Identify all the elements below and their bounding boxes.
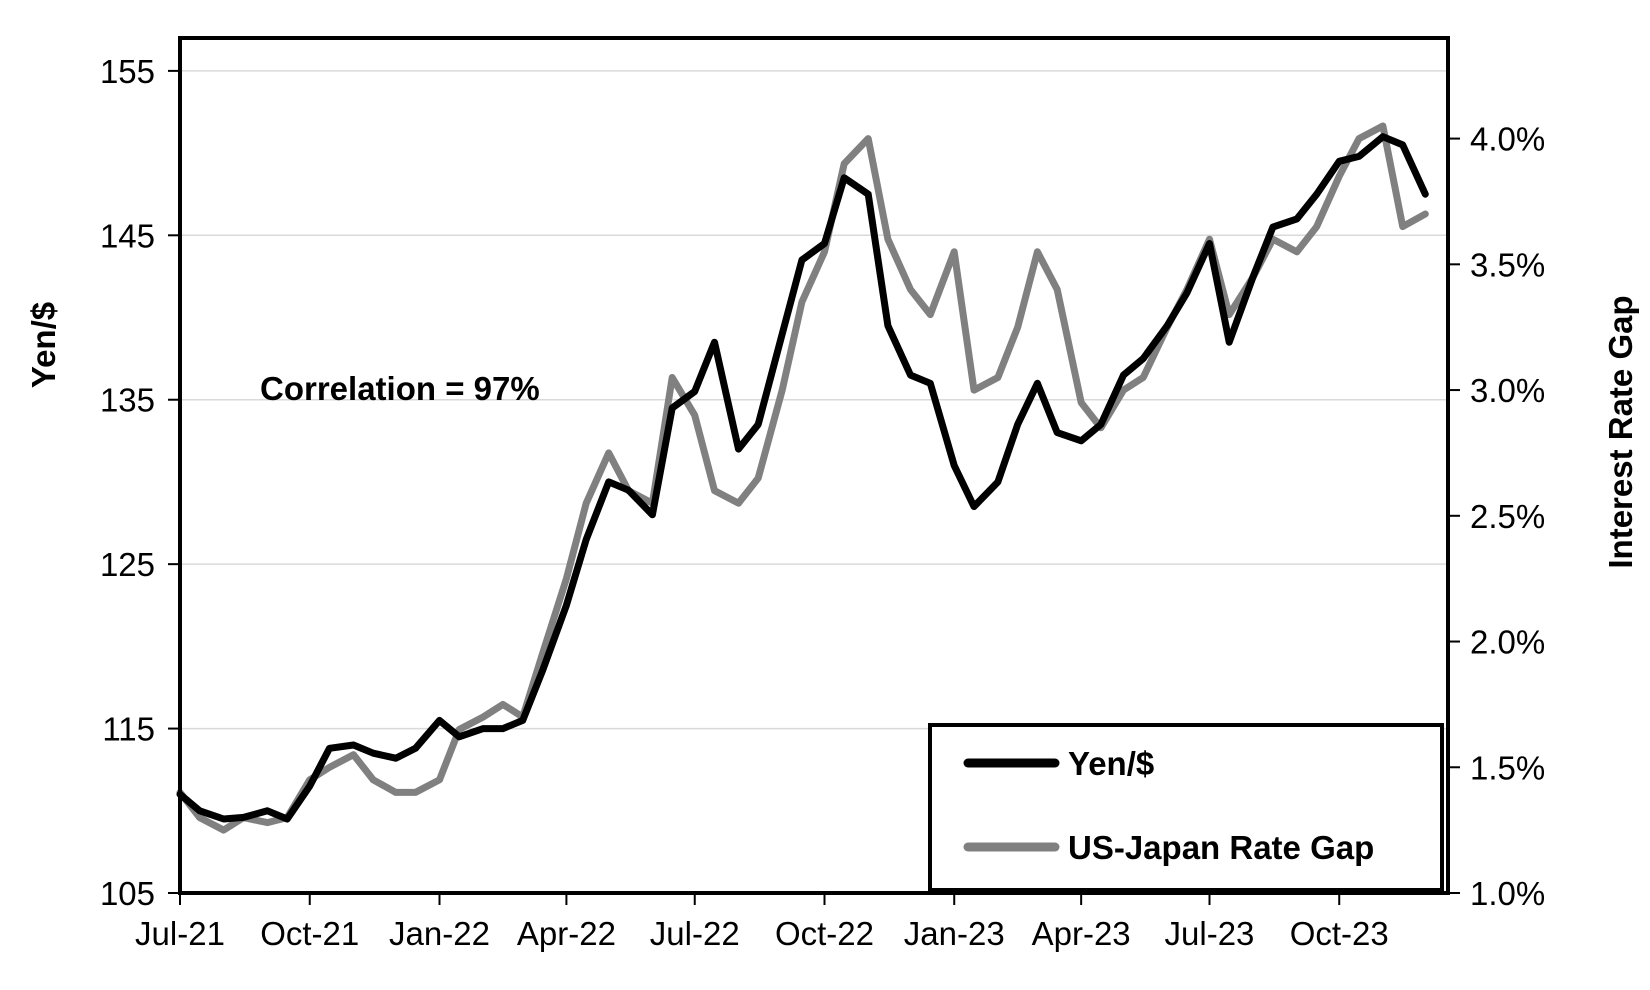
left-tick-label: 145 [100, 217, 155, 254]
x-tick-label: Jan-22 [389, 915, 490, 952]
x-tick-label: Apr-22 [517, 915, 616, 952]
x-tick-label: Oct-21 [260, 915, 359, 952]
left-tick-label: 115 [102, 711, 155, 748]
x-tick-label: Jan-23 [904, 915, 1005, 952]
left-axis-title: Yen/$ [25, 302, 62, 388]
left-y-axis: 105 115 125 135 145 155 [100, 53, 180, 912]
right-tick-label: 2.0% [1470, 624, 1545, 661]
legend-box [928, 723, 1444, 892]
correlation-annotation: Correlation = 97% [260, 370, 540, 407]
right-tick-label: 2.5% [1470, 498, 1545, 535]
left-tick-label: 155 [100, 53, 155, 90]
x-tick-label: Jul-21 [135, 915, 225, 952]
series-lines [176, 122, 1429, 834]
x-axis: Jul-21 Oct-21 Jan-22 Apr-22 Jul-22 Oct-22 Jan-… [135, 893, 1389, 952]
series-line-yen [176, 133, 1429, 823]
x-tick-label: Oct-23 [1290, 915, 1389, 952]
x-tick-label: Jul-22 [650, 915, 740, 952]
plot-frame [178, 36, 1450, 895]
left-tick-label: 105 [100, 875, 155, 912]
x-tick-label: Oct-22 [775, 915, 874, 952]
right-tick-label: 4.0% [1470, 121, 1545, 158]
x-tick-label: Jul-23 [1165, 915, 1255, 952]
left-tick-label: 125 [100, 546, 155, 583]
right-tick-label: 1.0% [1470, 875, 1545, 912]
x-tick-label: Apr-23 [1032, 915, 1131, 952]
legend: Yen/$ US-Japan Rate Gap [928, 723, 1444, 892]
left-tick-label: 135 [100, 382, 155, 419]
right-y-axis: 1.0% 1.5% 2.0% 2.5% 3.0% 3.5% 4.0% [1448, 121, 1545, 912]
right-tick-label: 1.5% [1470, 749, 1545, 786]
right-axis-title: Interest Rate Gap [1602, 295, 1639, 568]
legend-label-yen: Yen/$ [1068, 745, 1154, 782]
right-tick-label: 3.0% [1470, 372, 1545, 409]
right-tick-label: 3.5% [1470, 246, 1545, 283]
legend-label-rate-gap: US-Japan Rate Gap [1068, 829, 1374, 866]
